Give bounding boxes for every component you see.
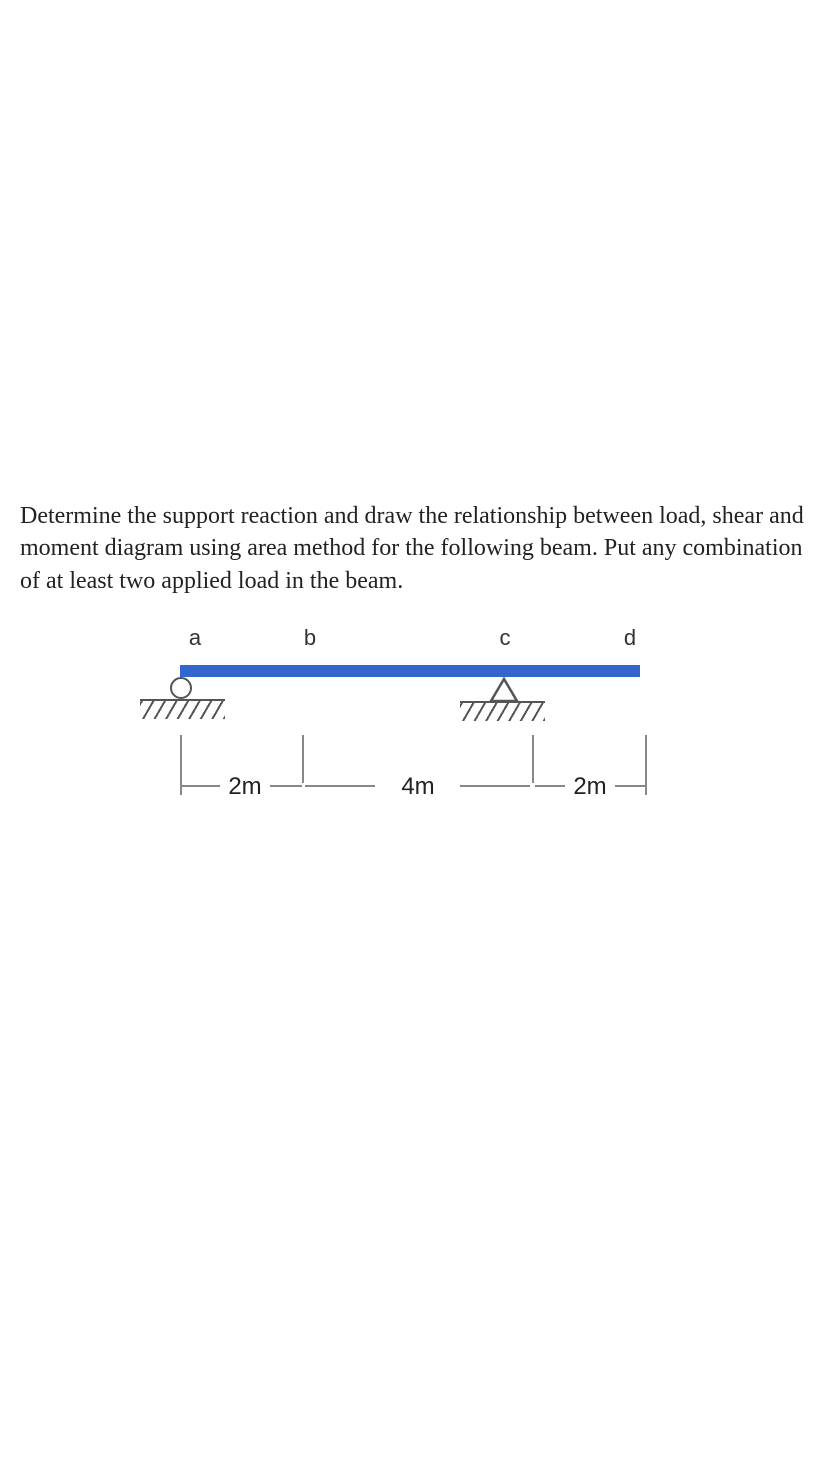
ground-hatch-c	[460, 701, 545, 721]
pin-support-icon	[489, 677, 519, 703]
dim-line-cd-r	[615, 785, 645, 787]
beam	[180, 665, 640, 677]
dim-tick-b	[302, 735, 304, 783]
point-label-a: a	[189, 625, 201, 651]
dim-line-bc-r	[460, 785, 530, 787]
roller-support-icon	[170, 677, 192, 699]
point-label-b: b	[304, 625, 316, 651]
dim-tick-d	[645, 735, 647, 795]
dim-line-ab-r	[270, 785, 302, 787]
problem-statement: Determine the support reaction and draw …	[20, 500, 808, 597]
page: Determine the support reaction and draw …	[0, 0, 828, 1472]
dim-line-ab-l	[182, 785, 220, 787]
dim-line-bc-l	[305, 785, 375, 787]
dim-line-cd-l	[535, 785, 565, 787]
dim-label-bc: 4m	[397, 773, 438, 801]
dim-label-ab: 2m	[224, 773, 265, 801]
beam-diagram: a b c d 2m 4m	[140, 625, 680, 845]
point-label-d: d	[624, 625, 636, 651]
point-label-c: c	[500, 625, 511, 651]
ground-hatch-a	[140, 699, 225, 719]
dim-label-cd: 2m	[569, 773, 610, 801]
dim-tick-c	[532, 735, 534, 783]
dimension-row: 2m 4m 2m	[170, 735, 650, 815]
